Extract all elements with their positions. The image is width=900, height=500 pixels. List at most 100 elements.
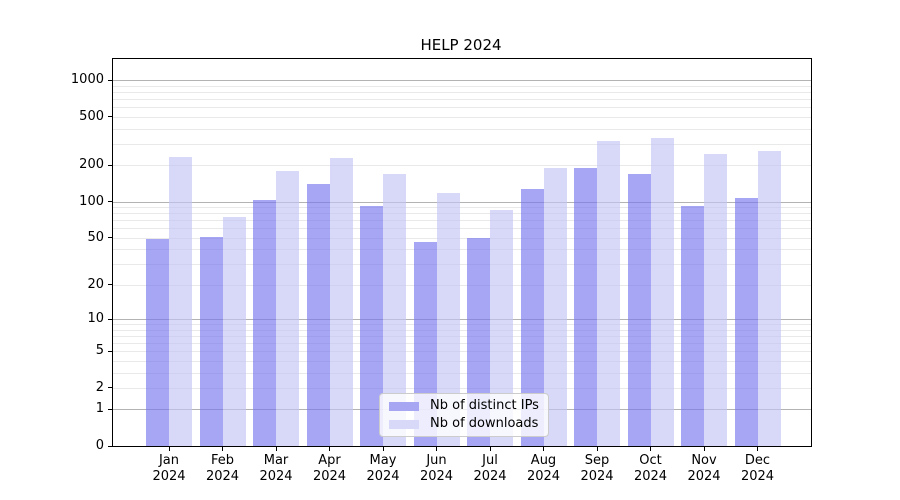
minor-gridline (113, 324, 811, 326)
x-tick (650, 447, 651, 451)
x-tick-year: 2024 (152, 469, 186, 484)
chart-title: HELP 2024 (420, 36, 502, 54)
minor-gridline (113, 335, 811, 337)
x-tick-year: 2024 (580, 469, 614, 484)
x-tick-year: 2024 (687, 469, 721, 484)
x-tick-month: Aug (530, 453, 557, 468)
legend-label-distinct-ips: Nb of distinct IPs (430, 398, 539, 413)
x-tick-label: Dec 2024 (726, 453, 790, 485)
x-tick-label: Feb 2024 (191, 453, 255, 485)
minor-gridline (113, 207, 811, 209)
x-tick-label: Mar 2024 (244, 453, 308, 485)
minor-gridline (113, 85, 811, 87)
x-tick-label: Jul 2024 (458, 453, 522, 485)
y-tick (108, 164, 112, 166)
bar-aug-distinct-ips (520, 188, 544, 446)
y-tick-label: 0 (95, 438, 104, 453)
bar-sep-distinct-ips (574, 167, 597, 446)
minor-gridline (113, 228, 811, 230)
minor-gridline (113, 343, 811, 344)
x-tick (436, 447, 437, 451)
minor-gridline (113, 165, 811, 167)
bar-feb-distinct-ips (199, 236, 223, 446)
minor-gridline (113, 249, 811, 251)
x-tick-year: 2024 (633, 469, 668, 484)
x-tick-month: Nov (691, 453, 717, 468)
minor-gridline (113, 92, 811, 93)
y-tick-label: 1000 (70, 72, 104, 88)
x-tick-label: Apr 2024 (298, 453, 362, 485)
x-tick-label: Nov 2024 (672, 453, 736, 485)
y-tick (108, 116, 112, 118)
legend: Nb of distinct IPs Nb of downloads (379, 393, 549, 437)
y-tick (108, 318, 112, 320)
minor-gridline (113, 128, 811, 130)
bar-dec-distinct-ips (734, 197, 758, 446)
plot-area: Jan 2024 Feb 2024 Mar 2024 Apr 2024 May 2024 Jun 20… (71, 58, 812, 484)
x-tick (757, 447, 758, 451)
major-gridline (113, 201, 811, 203)
y-tick-label: 100 (79, 193, 104, 209)
x-tick-month: Jan (158, 453, 180, 468)
minor-gridline (113, 360, 811, 362)
minor-gridline (113, 220, 811, 222)
minor-gridline (113, 329, 811, 331)
x-tick-month: Oct (639, 453, 662, 468)
bar-may-distinct-ips (360, 206, 383, 446)
major-gridline (113, 80, 811, 82)
x-tick (222, 447, 223, 451)
x-tick (275, 447, 277, 451)
y-tick-label: 50 (87, 229, 104, 245)
y-tick-label: 5 (95, 343, 104, 359)
x-tick-year: 2024 (473, 469, 507, 484)
minor-gridline (113, 284, 811, 286)
x-tick (489, 447, 491, 451)
x-tick-month: Jun (426, 453, 447, 468)
legend-label-downloads: Nb of downloads (430, 416, 539, 431)
y-tick-label: 20 (87, 276, 104, 292)
x-tick-year: 2024 (259, 469, 293, 484)
minor-gridline (113, 143, 811, 145)
x-tick (329, 447, 330, 451)
y-tick-label: 200 (79, 157, 104, 173)
bar-apr-distinct-ips (306, 183, 330, 446)
legend-swatch-distinct-ips (389, 401, 419, 411)
minor-gridline (113, 387, 811, 389)
y-tick (108, 237, 112, 239)
bar-jun-downloads (436, 193, 460, 446)
minor-gridline (113, 372, 811, 374)
x-tick (168, 447, 170, 451)
x-tick-month: Jul (482, 453, 498, 468)
y-tick (108, 284, 112, 286)
bar-mar-downloads (276, 171, 299, 446)
x-tick-year: 2024 (366, 469, 400, 484)
bar-nov-downloads (704, 153, 727, 446)
bar-feb-downloads (222, 216, 246, 446)
minor-gridline (113, 264, 811, 266)
bar-aug-downloads (543, 167, 567, 446)
y-tick-label: 10 (87, 311, 104, 327)
x-tick-month: May (369, 453, 397, 468)
x-tick (543, 447, 544, 451)
bar-apr-downloads (329, 157, 353, 446)
bar-oct-downloads (650, 138, 674, 446)
x-tick-label: Jun 2024 (405, 453, 469, 485)
legend-swatch-downloads (389, 419, 419, 429)
y-tick (108, 79, 112, 81)
x-tick-label: May 2024 (351, 453, 415, 485)
bar-sep-downloads (597, 141, 620, 446)
x-tick-year: 2024 (312, 469, 347, 484)
x-tick-year: 2024 (205, 469, 240, 484)
x-tick-month: Dec (744, 453, 771, 468)
x-tick-label: Aug 2024 (512, 453, 576, 485)
bar-may-downloads (383, 174, 406, 446)
y-tick (108, 201, 112, 203)
minor-gridline (113, 116, 811, 118)
y-tick (108, 408, 112, 410)
legend-item-downloads: Nb of downloads (389, 417, 540, 431)
x-tick-month: Sep (584, 453, 610, 468)
x-tick-label: Oct 2024 (619, 453, 683, 485)
x-tick (382, 447, 384, 451)
x-tick-month: Feb (210, 453, 235, 468)
